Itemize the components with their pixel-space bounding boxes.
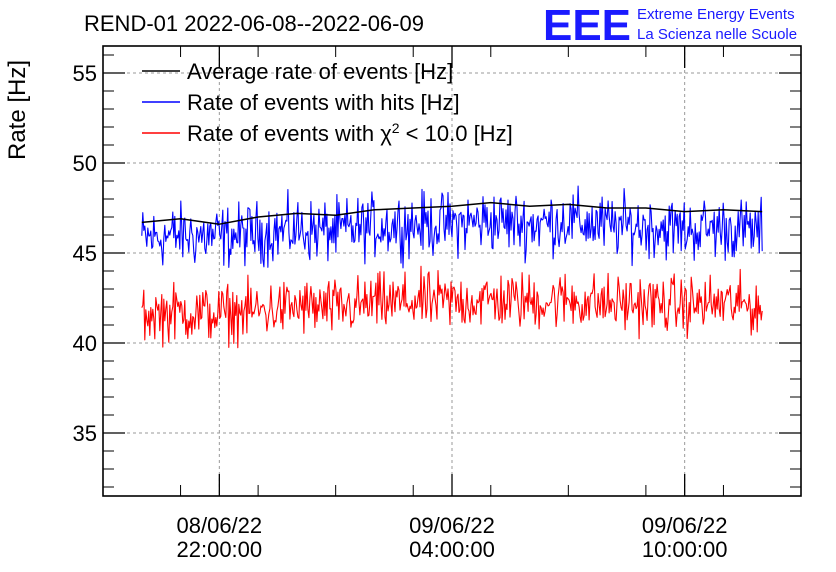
y-tick-label: 35 <box>73 421 97 446</box>
y-tick-label: 40 <box>73 331 97 356</box>
chart-title: REND-01 2022-06-08--2022-06-09 <box>84 11 424 36</box>
series-layer <box>141 185 763 349</box>
x-tick-time: 22:00:00 <box>177 537 263 562</box>
x-tick-time: 04:00:00 <box>409 537 495 562</box>
x-tick-date: 09/06/22 <box>409 513 495 538</box>
x-tick-date: 08/06/22 <box>177 513 263 538</box>
legend-label-hits: Rate of events with hits [Hz] <box>187 90 460 115</box>
series-hits-line <box>141 185 763 269</box>
legend-label-chi2: Rate of events with χ2 < 10.0 [Hz] <box>187 120 513 146</box>
grid <box>103 46 801 496</box>
legend-label-average: Average rate of events [Hz] <box>187 59 453 84</box>
y-tick-label: 55 <box>73 61 97 86</box>
legend-label-chi2-main: Rate of events with χ <box>187 121 392 146</box>
series-chi2-line <box>141 265 763 349</box>
series-average-line <box>141 201 763 225</box>
logo-line-2: La Scienza nelle Scuole <box>637 26 797 43</box>
tick-labels: 354045505508/06/2222:00:0009/06/2204:00:… <box>73 61 728 562</box>
x-tick-date: 09/06/22 <box>642 513 728 538</box>
ticks <box>102 46 802 496</box>
x-tick-time: 10:00:00 <box>642 537 728 562</box>
y-tick-label: 50 <box>73 151 97 176</box>
legend-label-chi2-tail: < 10.0 [Hz] <box>400 121 513 146</box>
y-axis-label: Rate [Hz] <box>4 60 31 160</box>
logo-line-1: Extreme Energy Events <box>637 6 795 23</box>
legend-label-chi2-sup: 2 <box>392 120 400 136</box>
eee-logo-mark: EEE <box>543 1 631 50</box>
y-tick-label: 45 <box>73 241 97 266</box>
legend: Average rate of events [Hz] Rate of even… <box>142 59 513 146</box>
